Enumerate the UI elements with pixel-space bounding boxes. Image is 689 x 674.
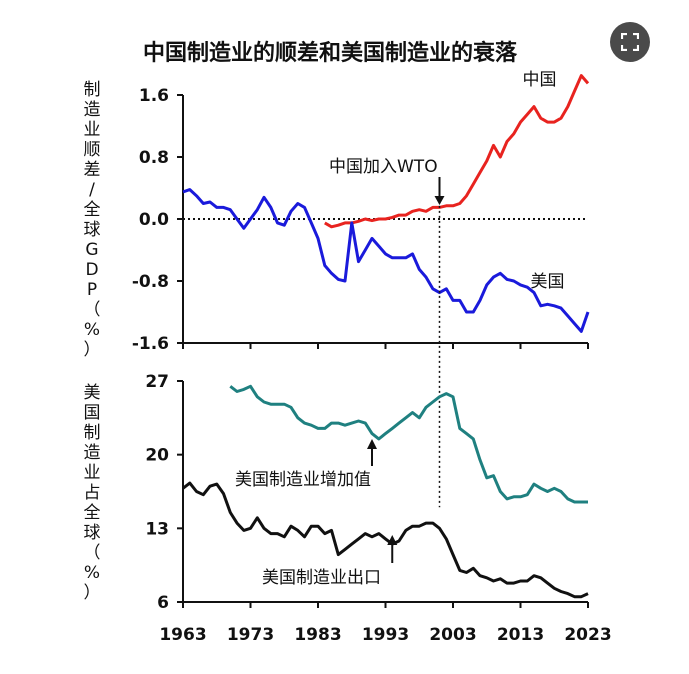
x-tick-label: 2003 — [429, 625, 476, 645]
fullscreen-button[interactable] — [610, 22, 650, 62]
trade-surplus-panel: 1.6 0.8 0.0 -0.8 -1.6 制造业顺差/全球 G D P （%） 中国加入WTO… — [84, 70, 590, 360]
x-tick-label: 1993 — [362, 625, 409, 645]
chart-title: 中国制造业的顺差和美国制造业的衰落 — [143, 40, 518, 66]
x-tick-label: 2023 — [564, 625, 611, 645]
top-series-line-1 — [182, 188, 590, 333]
global-share-panel: 27 20 13 6 美国制造业占全球（%） 美国制造业增加值 美国制造业出口 — [84, 372, 589, 613]
top-y-tick-label: 1.6 — [139, 86, 169, 106]
x-tick-label: 1963 — [159, 625, 206, 645]
wto-annotation: 中国加入WTO — [329, 157, 438, 177]
us-series-label: 美国 — [531, 272, 565, 292]
top-y-axis-label: 制造业顺差/全球 G D P （%） — [84, 80, 101, 360]
bottom-y-tick-label: 6 — [157, 593, 169, 613]
exports-arrowhead — [387, 535, 398, 545]
bottom-y-axis-label: 美国制造业占全球（%） — [84, 383, 101, 603]
expand-icon — [621, 33, 639, 51]
x-tick-label: 1983 — [294, 625, 341, 645]
value-added-annotation: 美国制造业增加值 — [235, 470, 371, 490]
top-y-tick-label: -1.6 — [132, 334, 169, 354]
bottom-y-tick-label: 27 — [145, 372, 169, 392]
bottom-series-line-1 — [182, 481, 589, 599]
bottom-y-tick-label: 13 — [145, 519, 169, 539]
wto-arrowhead — [434, 196, 445, 205]
top-series-line-0 — [324, 74, 590, 229]
top-y-tick-label: -0.8 — [132, 272, 169, 292]
top-y-tick-label: 0.8 — [139, 148, 169, 168]
value-added-arrowhead — [367, 439, 377, 449]
x-tick-label: 2013 — [497, 625, 544, 645]
bottom-y-tick-label: 20 — [145, 446, 169, 466]
exports-annotation: 美国制造业出口 — [262, 568, 381, 588]
top-y-tick-label: 0.0 — [139, 210, 169, 230]
china-series-label: 中国 — [523, 70, 557, 90]
bottom-series-line-0 — [229, 384, 588, 504]
x-tick-label: 1973 — [227, 625, 274, 645]
